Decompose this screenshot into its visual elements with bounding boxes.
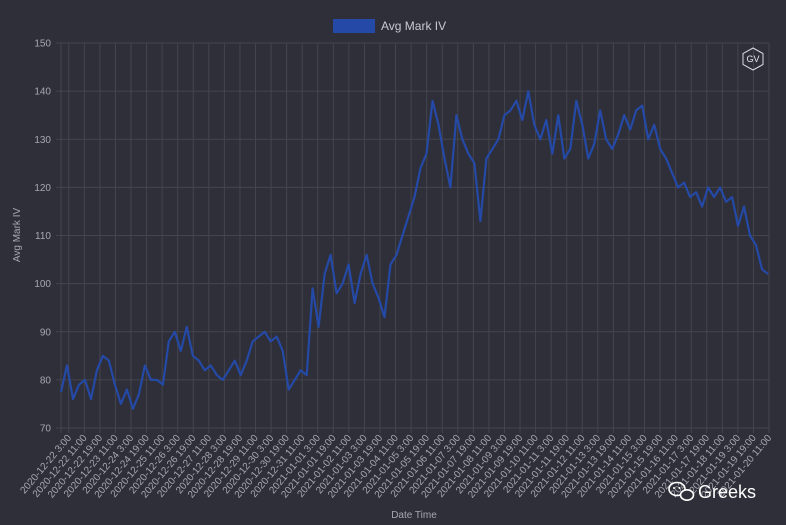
y-tick-label: 140	[34, 87, 51, 98]
gv-badge: GV	[742, 47, 764, 71]
x-axis-title: Date Time	[391, 510, 437, 521]
legend[interactable]: Avg Mark IV	[333, 19, 446, 33]
y-tick-label: 110	[35, 231, 51, 242]
gv-badge-text: GV	[746, 54, 759, 64]
series-line-avg-mark-iv	[59, 90, 769, 410]
y-tick-label: 120	[34, 183, 51, 194]
legend-label: Avg Mark IV	[381, 19, 446, 33]
wechat-icon	[668, 481, 695, 501]
watermark-text: Greeks	[698, 482, 756, 502]
y-tick-label: 100	[34, 279, 51, 290]
watermark: Greeks	[668, 481, 756, 502]
y-axis-ticks: 70 80 90 100 110 120 130 140 150	[34, 39, 51, 435]
y-tick-label: 130	[34, 135, 51, 146]
y-tick-label: 80	[40, 375, 52, 386]
gv-badge-hexagon-icon	[742, 47, 764, 71]
legend-swatch	[333, 19, 375, 33]
y-tick-label: 70	[40, 424, 52, 435]
y-tick-label: 90	[40, 327, 52, 338]
y-tick-label: 150	[34, 39, 51, 50]
y-axis-title: Avg Mark IV	[12, 208, 23, 263]
